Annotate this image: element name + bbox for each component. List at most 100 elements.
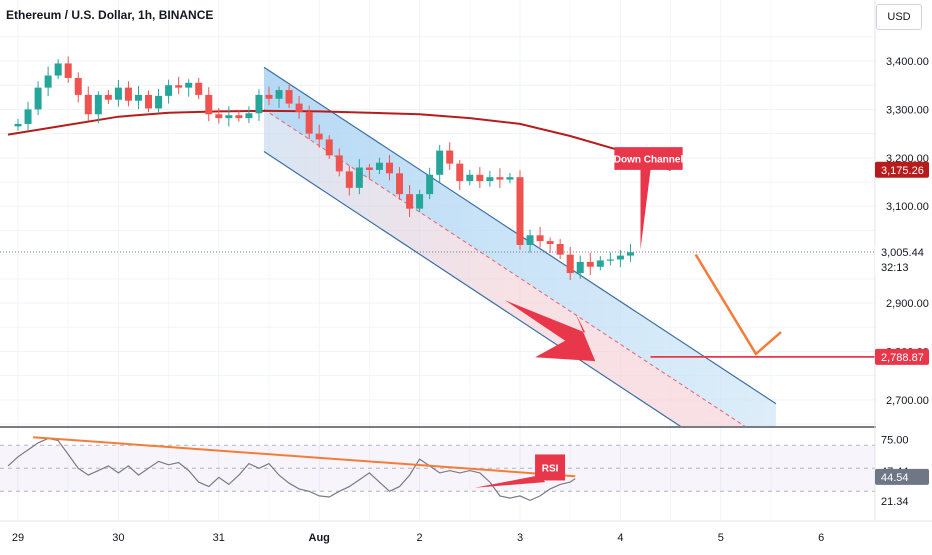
rsi-tick-label: 75.00 [881, 435, 909, 447]
channel-lower-line [263, 151, 681, 426]
candle-body [134, 94, 142, 101]
candle-body [104, 94, 112, 100]
rsi-tick-label: 44.54 [881, 472, 909, 484]
candle-body [416, 194, 424, 209]
time-tick-label: 4 [617, 532, 623, 544]
candle-body [466, 174, 474, 182]
candle-body [195, 82, 203, 95]
time-tick-label: 30 [112, 532, 124, 544]
candle-body [516, 177, 524, 245]
candle-body [155, 95, 163, 109]
down-arrow [504, 300, 596, 362]
projection-path [694, 253, 782, 356]
candle-body [175, 85, 183, 88]
candle-body [596, 260, 604, 267]
candle-body [616, 255, 624, 260]
candle-body [396, 173, 404, 195]
price-tick-label: 3,400.00 [886, 56, 929, 68]
moving-average [7, 109, 671, 171]
candle-body [506, 177, 514, 180]
rsi-arrow [474, 475, 546, 488]
candle-body [576, 261, 584, 274]
candle-body [426, 174, 434, 195]
down-channel-label: Down Channel [614, 155, 684, 166]
candle-body [305, 111, 313, 134]
candle-body [365, 167, 373, 170]
candle-body [285, 90, 293, 104]
candle-body [526, 235, 534, 245]
candle-body [34, 87, 42, 110]
candle-body [124, 87, 132, 101]
candle-body [536, 235, 544, 242]
candle-body [245, 113, 253, 119]
candle-body [275, 90, 283, 99]
candle-body [114, 87, 122, 100]
candle-body [185, 82, 193, 88]
candle-body [546, 241, 554, 244]
time-tick-label: Aug [309, 532, 330, 544]
rsi-pane: RSI [0, 426, 932, 502]
candles [14, 56, 634, 281]
candle-body [456, 163, 464, 182]
rsi-callout [535, 454, 566, 481]
candle-body [385, 162, 393, 174]
candle-body [64, 63, 72, 78]
candle-body [606, 259, 614, 261]
price-tag-label-target: 2,788.87 [881, 352, 924, 364]
candle-body [44, 75, 52, 88]
price-tag-moving-average [875, 161, 929, 178]
price-tag-target [875, 348, 929, 365]
candle-body [566, 254, 574, 274]
time-tick-label: 3 [517, 532, 523, 544]
candle-body [355, 167, 363, 188]
time-tick-label: 6 [818, 532, 824, 544]
time-tick-label: 5 [718, 532, 724, 544]
candle-body [145, 94, 153, 109]
candle-body [335, 155, 343, 172]
candle-body [626, 252, 634, 256]
price-tag-label-countdown: 32:13 [881, 262, 909, 274]
candle-body [375, 162, 383, 170]
symbol-title: Ethereum / U.S. Dollar, 1h, BINANCE [6, 8, 214, 22]
price-tick-label: 3,300.00 [886, 104, 929, 116]
rsi-tick-label: 21.34 [881, 496, 909, 508]
candle-body [235, 115, 243, 119]
price-tag-countdown [875, 259, 929, 276]
price-tag-label-moving-average: 3,175.26 [881, 165, 924, 177]
candle-body [315, 133, 323, 140]
candle-body [295, 103, 303, 112]
candle-body [205, 94, 213, 115]
time-tick-label: 29 [12, 532, 24, 544]
candle-body [265, 94, 273, 99]
annotations: Down Channel [0, 147, 875, 362]
candle-body [345, 171, 353, 188]
candle-body [255, 94, 263, 114]
candle-body [476, 174, 484, 182]
candle-body [215, 114, 223, 119]
candle-body [406, 194, 414, 209]
price-tag-last-price [875, 244, 929, 261]
candle-body [586, 261, 594, 267]
time-tick-label: 31 [213, 532, 225, 544]
candle-body [54, 63, 62, 76]
candle-body [74, 77, 82, 95]
time-tick-label: 2 [417, 532, 423, 544]
rsi-line [7, 437, 576, 502]
price-tag-label-last-price: 3,005.44 [881, 247, 924, 259]
currency-button[interactable]: USD [876, 4, 922, 30]
ma-line [7, 109, 671, 171]
candle-body [94, 94, 102, 115]
price-tick-label: 3,100.00 [886, 201, 929, 213]
candle-body [165, 85, 173, 96]
down-channel-callout [614, 147, 683, 250]
candle-body [14, 123, 22, 127]
candle-body [496, 177, 504, 180]
channel-mid-line [263, 109, 746, 426]
price-tick-label: 2,900.00 [886, 298, 929, 310]
candle-body [556, 243, 564, 255]
candle-body [446, 150, 454, 164]
candle-body [325, 139, 333, 156]
rsi-value-tag [875, 468, 929, 485]
